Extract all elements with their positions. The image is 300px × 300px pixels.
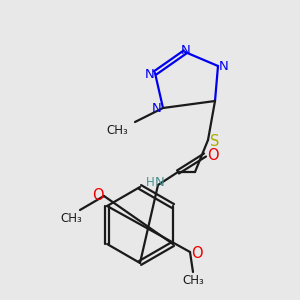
Text: CH₃: CH₃ — [182, 274, 204, 287]
Text: N: N — [152, 103, 162, 116]
Text: CH₃: CH₃ — [106, 124, 128, 136]
Text: N: N — [155, 176, 165, 188]
Text: H: H — [146, 176, 154, 188]
Text: S: S — [210, 134, 220, 148]
Text: N: N — [181, 44, 191, 58]
Text: O: O — [92, 188, 104, 202]
Text: N: N — [145, 68, 155, 80]
Text: O: O — [191, 245, 203, 260]
Text: N: N — [219, 59, 229, 73]
Text: O: O — [207, 148, 219, 163]
Text: CH₃: CH₃ — [60, 212, 82, 224]
